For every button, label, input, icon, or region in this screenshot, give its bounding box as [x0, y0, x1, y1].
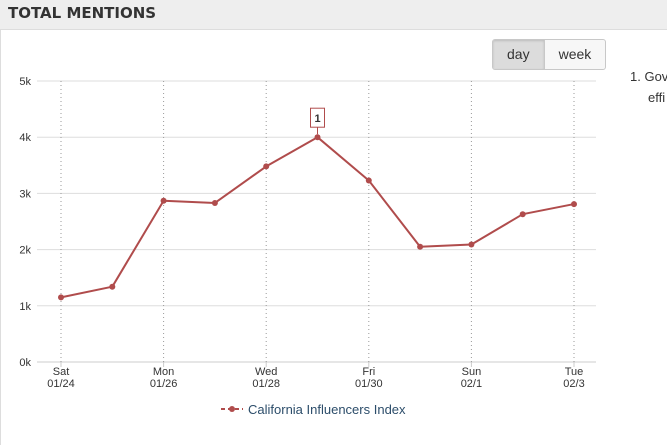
data-point: [468, 241, 475, 248]
x-tick-date-label: 01/26: [150, 378, 178, 390]
side-list-item-text-continued: effi: [648, 90, 666, 105]
x-tick-day-label: Sat: [53, 366, 70, 378]
data-point: [519, 211, 526, 218]
x-tick-date-label: 01/28: [252, 378, 280, 390]
annotation-flag: [310, 107, 325, 128]
legend-line-icon: [221, 406, 243, 412]
y-tick-label: 3k: [19, 188, 31, 200]
data-point: [211, 199, 218, 206]
x-tick-day-label: Mon: [153, 366, 174, 378]
y-tick-label: 0k: [19, 357, 31, 369]
x-tick-date-label: 01/24: [47, 378, 75, 390]
data-point: [109, 283, 116, 290]
header-bar: TOTAL MENTIONS: [0, 0, 667, 30]
y-tick-label: 1k: [19, 301, 31, 313]
chart-panel: [0, 30, 667, 445]
page-title: TOTAL MENTIONS: [8, 4, 157, 22]
side-list-item-number: 1.: [630, 69, 641, 84]
data-point: [571, 201, 577, 208]
data-point: [263, 163, 270, 170]
series-line: [60, 136, 575, 299]
chart-legend[interactable]: California Influencers Index: [220, 401, 406, 417]
x-tick-day-label: Tue: [565, 366, 584, 378]
data-point: [417, 243, 424, 250]
data-point: [314, 134, 321, 141]
y-tick-label: 2k: [19, 245, 31, 257]
annotation-label: 1: [314, 113, 320, 125]
line-chart: 0k1k2k3k4k5kSat01/24Mon01/26Wed01/28Fri0…: [19, 76, 596, 390]
x-tick-day-label: Wed: [255, 366, 277, 378]
side-list: 1. Gov effi: [630, 69, 667, 105]
side-list-item-text: Gov: [644, 69, 667, 84]
data-point: [160, 197, 167, 204]
x-tick-day-label: Fri: [362, 366, 375, 378]
x-tick-date-label: 02/3: [563, 378, 584, 390]
x-tick-date-label: 01/30: [355, 378, 383, 390]
data-point: [365, 177, 372, 184]
x-tick-day-label: Sun: [462, 366, 482, 378]
y-tick-label: 5k: [19, 76, 31, 88]
data-point: [58, 294, 64, 301]
day-button[interactable]: day: [493, 40, 544, 69]
x-tick-date-label: 02/1: [461, 378, 482, 390]
toggle-divider: [543, 40, 545, 69]
week-button[interactable]: week: [558, 46, 592, 62]
period-toggle: day week: [492, 39, 607, 70]
side-list-item[interactable]: 1. Gov effi: [630, 69, 667, 105]
y-tick-label: 4k: [19, 132, 31, 144]
legend-label: California Influencers Index: [248, 401, 406, 417]
